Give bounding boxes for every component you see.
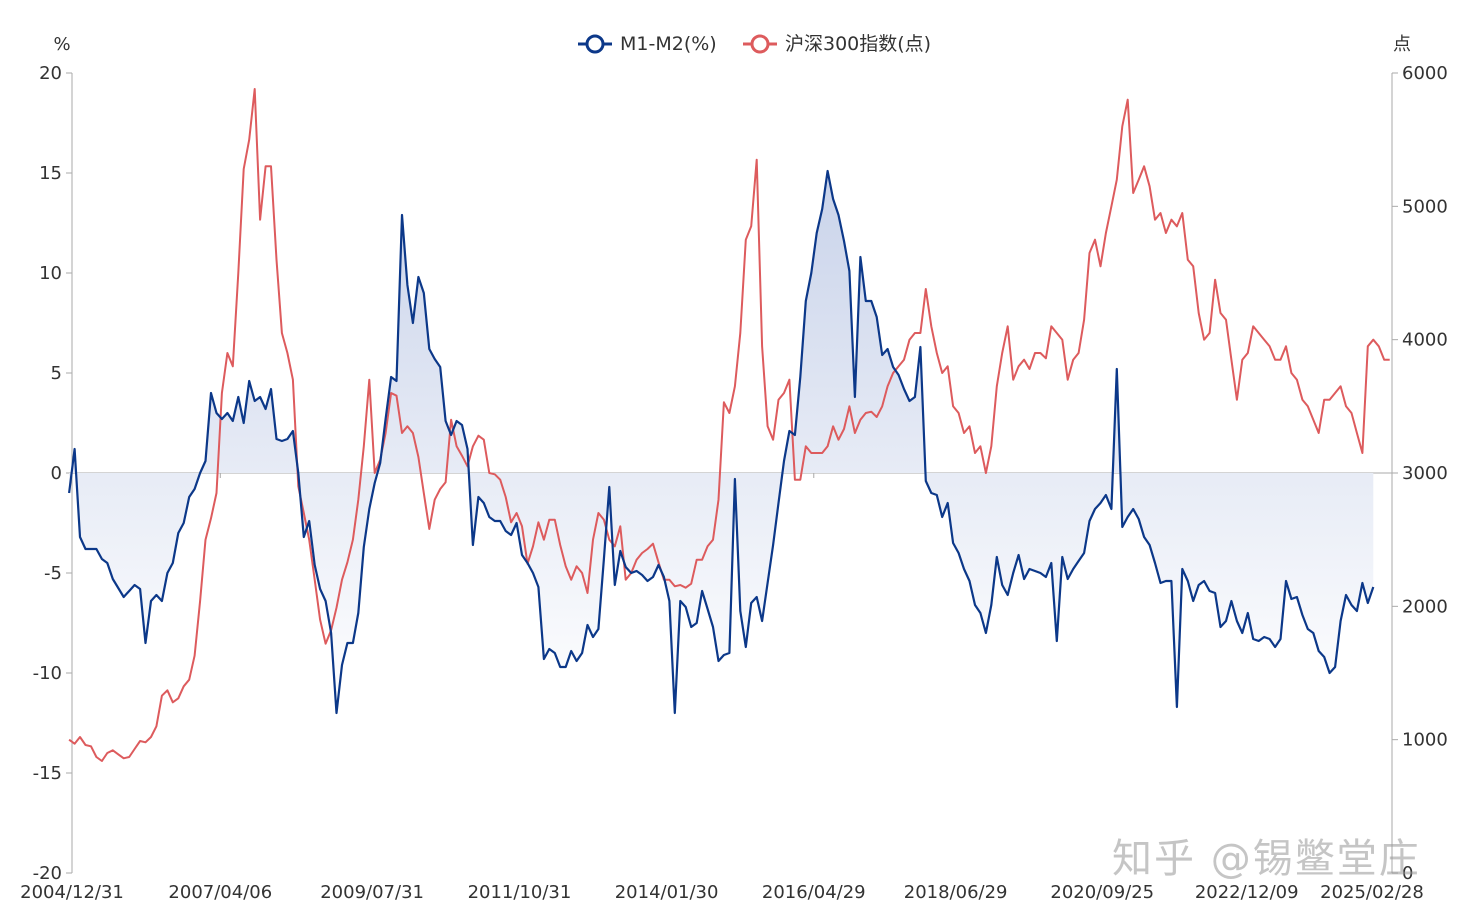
left-tick-label: -10 <box>33 663 62 684</box>
x-tick-label: 2009/07/31 <box>320 882 424 903</box>
x-tick-label: 2016/04/29 <box>762 882 866 903</box>
legend-item-hs300[interactable]: 沪深300指数(点) <box>743 33 931 55</box>
left-tick-label: 5 <box>51 363 62 384</box>
x-tick-label: 2011/10/31 <box>468 882 572 903</box>
legend-item-m1m2[interactable]: M1-M2(%) <box>578 33 717 55</box>
right-tick-label: 6000 <box>1402 63 1448 84</box>
x-axis: 2004/12/31 2007/04/06 2009/07/31 2011/10/31… <box>20 472 1424 903</box>
left-tick-label: 10 <box>39 263 62 284</box>
right-tick-label: 5000 <box>1402 196 1448 217</box>
legend-hs300-label: 沪深300指数(点) <box>785 33 931 55</box>
x-tick-label: 2004/12/31 <box>20 882 124 903</box>
x-tick-label: 2018/06/29 <box>904 882 1008 903</box>
left-tick-label: 0 <box>51 463 62 484</box>
x-tick-label: 2007/04/06 <box>168 882 272 903</box>
m1m2-area <box>69 171 1374 713</box>
right-tick-label: 3000 <box>1402 463 1448 484</box>
x-tick-label: 2025/02/28 <box>1320 882 1424 903</box>
watermark: 知乎 @锡鳖堂庄 <box>1112 836 1421 882</box>
x-tick-label: 2022/12/09 <box>1195 882 1299 903</box>
legend-m1m2-label: M1-M2(%) <box>620 33 717 55</box>
legend-m1m2-marker <box>585 34 605 54</box>
x-tick-label: 2020/09/25 <box>1050 882 1154 903</box>
m1m2-line <box>68 169 1375 715</box>
left-axis-unit: % <box>53 34 70 55</box>
left-axis: 20 15 10 5 0 -5 -10 -15 -20 <box>33 63 73 884</box>
left-tick-label: -20 <box>33 863 62 884</box>
right-tick-label: 2000 <box>1402 596 1448 617</box>
x-tick-label: 2014/01/30 <box>615 882 719 903</box>
plot-area <box>68 88 1390 762</box>
right-tick-label: 0 <box>1402 863 1413 884</box>
left-tick-label: 15 <box>39 163 62 184</box>
hs300-line <box>68 88 1390 762</box>
legend[interactable]: M1-M2(%) 沪深300指数(点) <box>578 33 931 55</box>
right-tick-label: 4000 <box>1402 330 1448 351</box>
left-tick-label: -15 <box>33 763 62 784</box>
left-tick-label: -5 <box>44 563 62 584</box>
left-tick-label: 20 <box>39 63 62 84</box>
legend-hs300-marker <box>750 34 770 54</box>
right-axis: 6000 5000 4000 3000 2000 1000 0 <box>1391 63 1448 884</box>
right-tick-label: 1000 <box>1402 730 1448 751</box>
right-axis-unit: 点 <box>1393 34 1411 55</box>
